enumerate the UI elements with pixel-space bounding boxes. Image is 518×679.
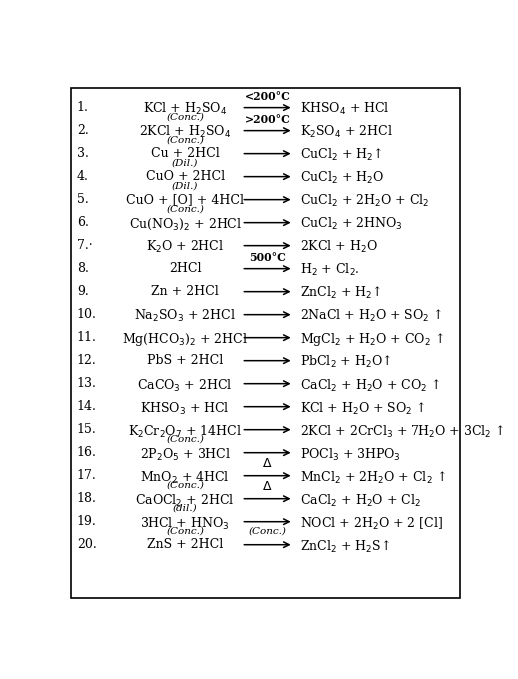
Text: CaCl$_2$ + H$_2$O + Cl$_2$: CaCl$_2$ + H$_2$O + Cl$_2$	[299, 492, 421, 509]
Text: $\Delta$: $\Delta$	[262, 457, 272, 470]
Text: CuCl$_2$ + H$_2$↑: CuCl$_2$ + H$_2$↑	[299, 147, 382, 164]
Text: CuO + [O] + 4HCl: CuO + [O] + 4HCl	[126, 194, 244, 206]
Text: PbCl$_2$ + H$_2$O↑: PbCl$_2$ + H$_2$O↑	[299, 354, 391, 371]
Text: 19.: 19.	[77, 515, 96, 528]
Text: 6.: 6.	[77, 217, 89, 230]
Text: 11.: 11.	[77, 331, 97, 344]
Text: MgCl$_2$ + H$_2$O + CO$_2$ ↑: MgCl$_2$ + H$_2$O + CO$_2$ ↑	[299, 331, 443, 348]
Text: Cu(NO$_3$)$_2$ + 2HCl: Cu(NO$_3$)$_2$ + 2HCl	[128, 217, 242, 232]
Text: ZnCl$_2$ + H$_2$↑: ZnCl$_2$ + H$_2$↑	[299, 285, 381, 301]
Text: (Conc.): (Conc.)	[166, 527, 204, 536]
Text: 16.: 16.	[77, 446, 97, 460]
Text: (Conc.): (Conc.)	[166, 205, 204, 214]
Text: ZnS + 2HCl: ZnS + 2HCl	[147, 538, 223, 551]
Text: 4.: 4.	[77, 170, 89, 183]
Text: (Conc.): (Conc.)	[166, 113, 204, 122]
Text: 2.: 2.	[77, 124, 89, 137]
Text: 1.: 1.	[77, 101, 89, 114]
Text: 7.·: 7.·	[77, 240, 92, 253]
Text: >200°C: >200°C	[244, 114, 291, 125]
Text: 18.: 18.	[77, 492, 97, 505]
Text: (Conc.): (Conc.)	[166, 435, 204, 444]
Text: KCl + H$_2$SO$_4$: KCl + H$_2$SO$_4$	[143, 101, 227, 117]
Text: 2KCl + 2CrCl$_3$ + 7H$_2$O + 3Cl$_2$ ↑: 2KCl + 2CrCl$_3$ + 7H$_2$O + 3Cl$_2$ ↑	[299, 424, 504, 439]
Text: 10.: 10.	[77, 308, 97, 321]
Text: 500°C: 500°C	[249, 252, 286, 263]
Text: MnO$_2$ + 4HCl: MnO$_2$ + 4HCl	[140, 469, 230, 485]
Text: MnCl$_2$ + 2H$_2$O + Cl$_2$ ↑: MnCl$_2$ + 2H$_2$O + Cl$_2$ ↑	[299, 469, 445, 485]
Text: CuCl$_2$ + 2H$_2$O + Cl$_2$: CuCl$_2$ + 2H$_2$O + Cl$_2$	[299, 194, 429, 209]
Text: CaCl$_2$ + H$_2$O + CO$_2$ ↑: CaCl$_2$ + H$_2$O + CO$_2$ ↑	[299, 378, 440, 394]
Text: 2NaCl + H$_2$O + SO$_2$ ↑: 2NaCl + H$_2$O + SO$_2$ ↑	[299, 308, 442, 325]
Text: H$_2$ + Cl$_2$.: H$_2$ + Cl$_2$.	[299, 262, 359, 278]
Text: 13.: 13.	[77, 378, 97, 390]
Text: (Dil.): (Dil.)	[172, 182, 198, 191]
Text: (dil.): (dil.)	[173, 504, 197, 513]
Text: 9.: 9.	[77, 285, 89, 298]
Text: 20.: 20.	[77, 538, 96, 551]
Text: (Conc.): (Conc.)	[166, 481, 204, 490]
Text: K$_2$O + 2HCl: K$_2$O + 2HCl	[146, 240, 224, 255]
Text: 17.: 17.	[77, 469, 96, 482]
Text: 2KCl + H$_2$O: 2KCl + H$_2$O	[299, 240, 378, 255]
Text: CaCO$_3$ + 2HCl: CaCO$_3$ + 2HCl	[137, 378, 233, 394]
Text: 2HCl: 2HCl	[169, 262, 202, 276]
Text: 14.: 14.	[77, 401, 97, 414]
Text: Na$_2$SO$_3$ + 2HCl: Na$_2$SO$_3$ + 2HCl	[134, 308, 236, 325]
Text: Mg(HCO$_3$)$_2$ + 2HCl: Mg(HCO$_3$)$_2$ + 2HCl	[122, 331, 248, 348]
Text: PbS + 2HCl: PbS + 2HCl	[147, 354, 223, 367]
Text: KHSO$_3$ + HCl: KHSO$_3$ + HCl	[140, 401, 230, 416]
Text: 5.: 5.	[77, 194, 89, 206]
Text: (Conc.): (Conc.)	[249, 527, 286, 536]
Text: 8.: 8.	[77, 262, 89, 276]
Text: 3HCl + HNO$_3$: 3HCl + HNO$_3$	[140, 515, 230, 532]
Text: Cu + 2HCl: Cu + 2HCl	[151, 147, 220, 160]
Text: $\Delta$: $\Delta$	[262, 480, 272, 493]
Text: CuCl$_2$ + H$_2$O: CuCl$_2$ + H$_2$O	[299, 170, 384, 187]
Text: NOCl + 2H$_2$O + 2 [Cl]: NOCl + 2H$_2$O + 2 [Cl]	[299, 515, 442, 532]
Text: K$_2$SO$_4$ + 2HCl: K$_2$SO$_4$ + 2HCl	[299, 124, 392, 141]
Text: (Conc.): (Conc.)	[166, 136, 204, 145]
Text: KCl + H$_2$O + SO$_2$ ↑: KCl + H$_2$O + SO$_2$ ↑	[299, 401, 425, 416]
Text: KHSO$_4$ + HCl: KHSO$_4$ + HCl	[299, 101, 389, 117]
Text: Zn + 2HCl: Zn + 2HCl	[151, 285, 219, 298]
Text: K$_2$Cr$_2$O$_7$ + 14HCl: K$_2$Cr$_2$O$_7$ + 14HCl	[128, 424, 242, 439]
Text: CaOCl$_2$ + 2HCl: CaOCl$_2$ + 2HCl	[136, 492, 235, 509]
Text: 2KCl + H$_2$SO$_4$: 2KCl + H$_2$SO$_4$	[139, 124, 231, 141]
Text: CuCl$_2$ + 2HNO$_3$: CuCl$_2$ + 2HNO$_3$	[299, 217, 402, 232]
Text: CuO + 2HCl: CuO + 2HCl	[146, 170, 225, 183]
Text: <200°C: <200°C	[244, 91, 291, 102]
Text: (Dil.): (Dil.)	[172, 159, 198, 168]
Text: 12.: 12.	[77, 354, 96, 367]
Text: POCl$_3$ + 3HPO$_3$: POCl$_3$ + 3HPO$_3$	[299, 446, 400, 462]
Text: 3.: 3.	[77, 147, 89, 160]
Text: 2P$_2$O$_5$ + 3HCl: 2P$_2$O$_5$ + 3HCl	[140, 446, 231, 462]
Text: ZnCl$_2$ + H$_2$S↑: ZnCl$_2$ + H$_2$S↑	[299, 538, 390, 555]
Text: 15.: 15.	[77, 424, 96, 437]
